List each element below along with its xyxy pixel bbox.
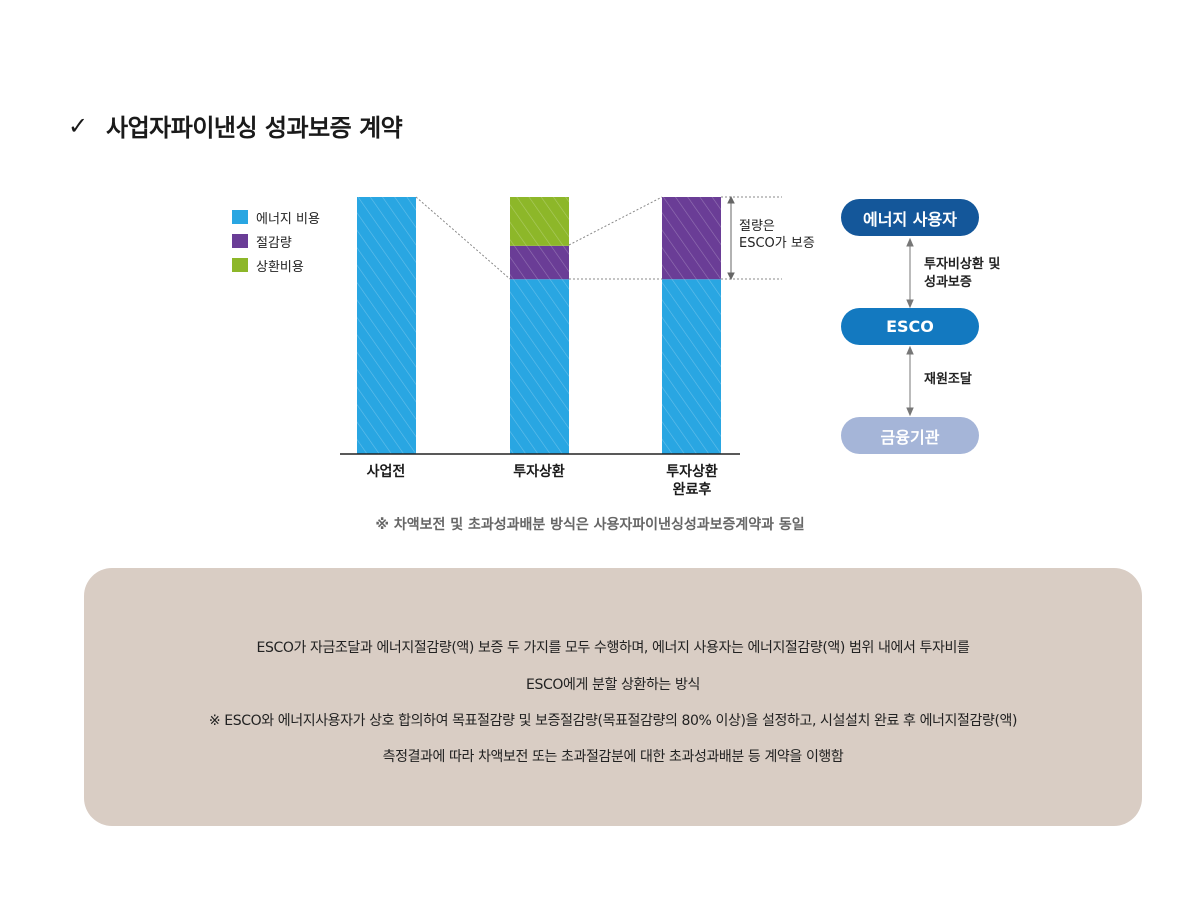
bar-hatch xyxy=(357,197,416,454)
chart-legend: 에너지 비용 절감량 상환비용 xyxy=(232,205,320,277)
arrow-label-line: 투자비상환 및 xyxy=(924,257,1001,272)
legend-item-energy-cost: 에너지 비용 xyxy=(232,205,320,229)
arrow-label-repayment-guarantee: 투자비상환 및 성과보증 xyxy=(924,256,1000,292)
category-label-line: 투자상환 xyxy=(513,464,565,480)
legend-item-savings: 절감량 xyxy=(232,229,320,253)
category-label-after-repayment: 투자상환 완료후 xyxy=(632,463,752,499)
legend-swatch xyxy=(232,234,248,248)
guide-lines xyxy=(415,196,782,280)
flow-arrows xyxy=(906,237,914,417)
arrow-label-financing: 재원조달 xyxy=(924,371,972,389)
category-label-line: 사업전 xyxy=(366,464,406,480)
page-title: 사업자파이낸싱 성과보증 계약 xyxy=(106,114,403,142)
arrow-label-line: 재원조달 xyxy=(924,372,972,387)
legend-label: 절감량 xyxy=(256,235,292,251)
category-label-before: 사업전 xyxy=(326,463,446,481)
category-label-line: 투자상환 xyxy=(666,464,718,480)
description-line: 측정결과에 따라 차액보전 또는 초과절감분에 대한 초과성과배분 등 계약을 … xyxy=(382,749,844,765)
legend-swatch xyxy=(232,258,248,272)
bar-hatch xyxy=(662,197,721,280)
node-financial-institution: 금융기관 xyxy=(841,417,979,454)
description-line: ※ ESCO와 에너지사용자가 상호 합의하여 목표절감량 및 보증절감량(목표… xyxy=(208,713,1018,729)
annotation-line: 절량은 xyxy=(739,219,775,234)
guarantee-bracket xyxy=(727,195,735,281)
check-icon: ✓ xyxy=(68,111,89,140)
category-label-repayment: 투자상환 xyxy=(479,463,599,481)
bar-hatch xyxy=(510,245,569,280)
annotation-line: ESCO가 보증 xyxy=(739,236,815,251)
legend-label: 상환비용 xyxy=(256,259,304,275)
bar-hatch xyxy=(510,279,569,454)
description-line: ESCO가 자금조달과 에너지절감량(액) 보증 두 가지를 모두 수행하며, … xyxy=(256,640,970,656)
node-energy-user: 에너지 사용자 xyxy=(841,199,979,236)
footnote: ※ 차액보전 및 초과성과배분 방식은 사용자파이낸싱성과보증계약과 동일 xyxy=(375,517,805,533)
bar-hatch xyxy=(662,279,721,454)
guarantee-annotation: 절량은 ESCO가 보증 xyxy=(739,218,815,252)
legend-item-repayment: 상환비용 xyxy=(232,253,320,277)
section-heading: ✓ 사업자파이낸싱 성과보증 계약 xyxy=(68,108,403,143)
node-esco: ESCO xyxy=(841,308,979,345)
description-box: ESCO가 자금조달과 에너지절감량(액) 보증 두 가지를 모두 수행하며, … xyxy=(84,568,1142,826)
bar-hatch xyxy=(510,197,569,246)
arrow-label-line: 성과보증 xyxy=(924,275,972,290)
description-line: ESCO에게 분할 상환하는 방식 xyxy=(526,677,700,693)
category-label-line: 완료후 xyxy=(672,482,712,498)
legend-swatch xyxy=(232,210,248,224)
legend-label: 에너지 비용 xyxy=(256,211,320,227)
